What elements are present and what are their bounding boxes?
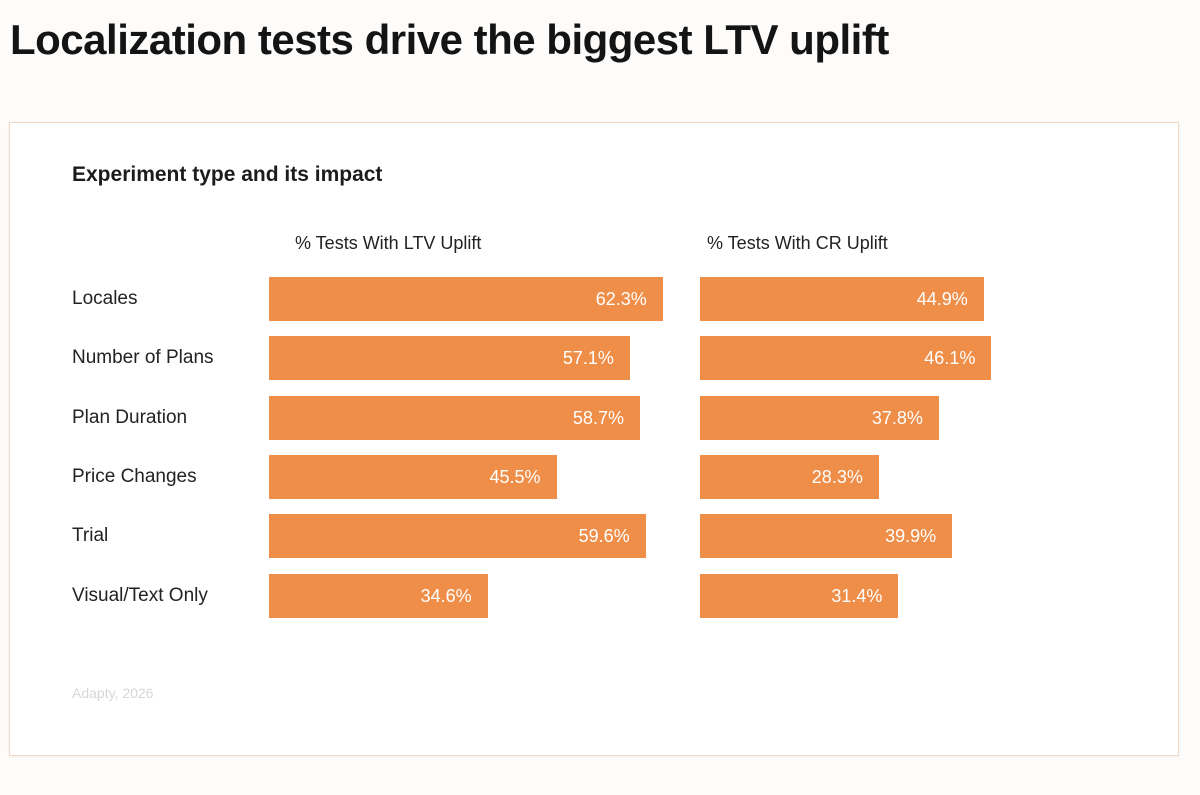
bar-value-label: 39.9%	[885, 526, 937, 547]
category-label: Trial	[72, 525, 109, 547]
bar-value-label: 37.8%	[871, 407, 923, 428]
category-label: Price Changes	[72, 465, 197, 487]
page-headline: Localization tests drive the biggest LTV…	[10, 16, 889, 63]
category-label: Plan Duration	[72, 406, 188, 428]
bar-value-label: 46.1%	[924, 348, 976, 369]
ltv-bar: 59.6%	[269, 514, 646, 559]
cr-column-header: % Tests With CR Uplift	[707, 233, 888, 253]
bar-value-label: 57.1%	[562, 348, 614, 369]
bar-value-label: 44.9%	[916, 289, 968, 309]
bar-value-label: 58.7%	[572, 407, 624, 428]
bar-value-label: 28.3%	[811, 466, 863, 487]
cr-bar: 31.4%	[700, 573, 899, 618]
bar-value-label: 62.3%	[595, 289, 647, 309]
source-note: Adapty, 2026	[72, 685, 154, 701]
category-label: Locales	[72, 288, 138, 309]
cr-bar: 37.8%	[700, 395, 939, 440]
category-label: Visual/Text Only	[72, 584, 208, 606]
cr-bar: 46.1%	[700, 336, 992, 381]
ltv-bar: 57.1%	[269, 336, 630, 381]
bar-value-label: 34.6%	[420, 585, 472, 606]
cr-bar: 28.3%	[700, 454, 879, 499]
chart-card: Experiment type and its impact % Tests W…	[9, 122, 1179, 756]
bar-value-label: 59.6%	[578, 526, 630, 547]
ltv-column-header: % Tests With LTV Uplift	[295, 233, 482, 253]
ltv-bar: 34.6%	[269, 573, 488, 618]
bar-value-label: 31.4%	[831, 585, 883, 606]
category-label: Number of Plans	[72, 347, 214, 369]
cr-bar: 39.9%	[700, 514, 953, 559]
chart-title: Experiment type and its impact	[72, 163, 383, 186]
ltv-bar: 45.5%	[269, 454, 557, 499]
ltv-bar: 62.3%	[269, 277, 663, 321]
ltv-bar: 58.7%	[269, 395, 640, 440]
cr-bar: 44.9%	[700, 277, 984, 321]
bar-value-label: 45.5%	[489, 466, 541, 487]
